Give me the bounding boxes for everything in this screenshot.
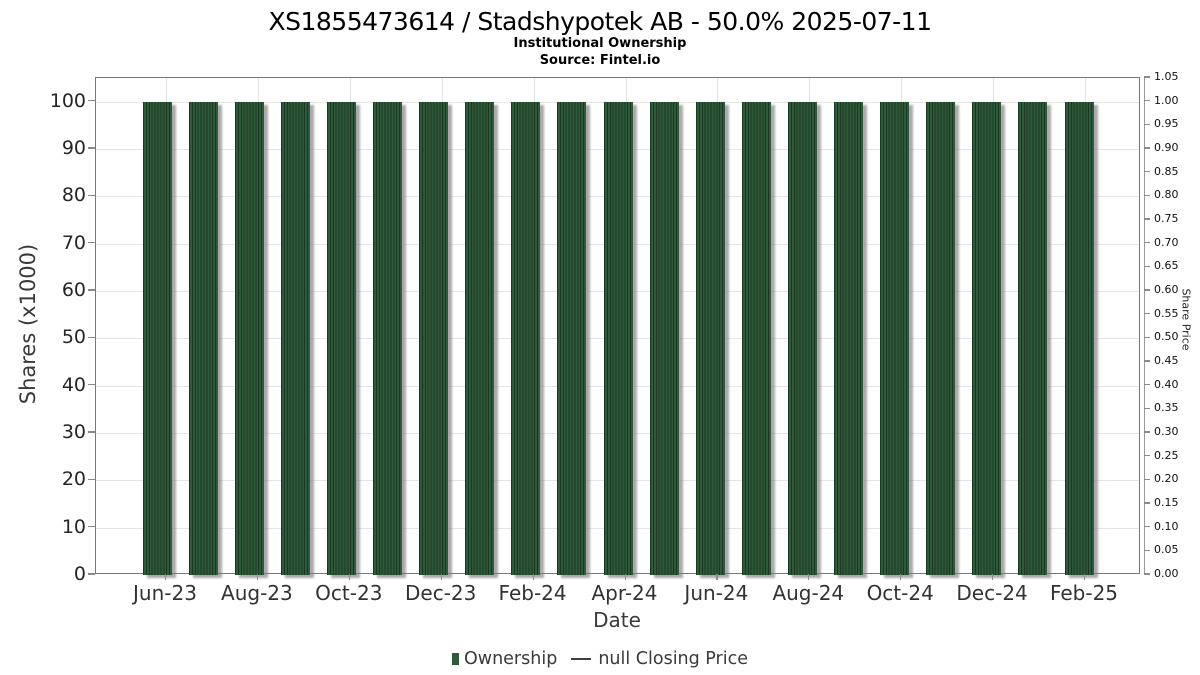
ownership-bar <box>834 101 863 575</box>
y-left-tick-mark <box>88 336 95 338</box>
y-left-tick-label: 20 <box>61 468 86 491</box>
legend-ownership-bar-swatch <box>451 653 459 665</box>
y-axis-label-share-price: Share Price <box>1179 288 1193 351</box>
legend-closing-price-label: null Closing Price <box>598 649 749 669</box>
ownership-bar <box>972 101 1002 575</box>
y-right-tick-label: 1.00 <box>1154 93 1179 107</box>
ownership-bar <box>234 101 264 575</box>
x-axis-label-date: Date <box>593 608 641 632</box>
y-right-tick-label: 0.65 <box>1154 259 1179 273</box>
ownership-bar <box>419 101 449 575</box>
y-right-tick-label: 0.25 <box>1154 448 1179 462</box>
y-right-tick-label: 1.05 <box>1154 70 1179 83</box>
legend-closing-price-line-swatch <box>571 657 592 661</box>
y-right-tick-label: 0.95 <box>1154 117 1179 131</box>
y-left-tick-mark <box>88 478 95 480</box>
y-left-tick-mark <box>88 100 95 102</box>
y-left-tick-mark <box>88 242 95 244</box>
x-tick-label: Oct-23 <box>315 581 383 605</box>
chart-source-note: Source: Fintel.io <box>539 53 661 68</box>
x-tick-label: Aug-24 <box>772 581 845 605</box>
y-left-tick-mark <box>88 147 95 149</box>
ownership-bar <box>649 101 679 575</box>
right-axis-line <box>1144 77 1146 574</box>
ownership-bar <box>465 101 495 575</box>
y-left-tick-mark <box>88 194 95 196</box>
x-tick-label: Jun-23 <box>133 581 197 605</box>
y-left-tick-mark <box>88 289 95 291</box>
x-tick-label: Jun-24 <box>684 581 749 605</box>
y-left-tick-label: 60 <box>61 279 86 301</box>
y-right-tick-label: 0.50 <box>1154 330 1179 344</box>
y-left-tick-mark <box>88 431 95 433</box>
y-right-tick-label: 0.45 <box>1154 354 1179 367</box>
y-left-tick-label: 30 <box>61 421 86 443</box>
y-right-tick-label: 0.90 <box>1154 141 1179 154</box>
legend: Ownership null Closing Price <box>0 647 1200 671</box>
y-right-tick-label: 0.20 <box>1154 472 1179 486</box>
ownership-bar <box>557 101 587 575</box>
ownership-bar <box>511 101 541 575</box>
y-right-tick-label: 0.40 <box>1154 377 1179 391</box>
ownership-bar <box>1064 101 1094 575</box>
y-left-tick-label: 50 <box>61 326 86 349</box>
ownership-bar <box>326 101 356 575</box>
ownership-bar <box>603 101 633 575</box>
ownership-bar <box>926 101 956 575</box>
y-left-tick-label: 90 <box>61 137 86 159</box>
ownership-bar <box>880 101 910 575</box>
ownership-bar <box>373 101 402 575</box>
x-tick-label: Apr-24 <box>591 581 658 605</box>
x-tick-label: Aug-23 <box>221 581 293 605</box>
y-right-tick-label: 0.75 <box>1154 212 1179 225</box>
y-axis-label-shares: Shares (x1000) <box>16 243 40 405</box>
y-left-tick-label: 100 <box>49 89 86 112</box>
y-right-tick-label: 0.60 <box>1154 283 1179 296</box>
y-right-tick-label: 0.85 <box>1154 164 1179 178</box>
y-right-tick-label: 0.15 <box>1154 496 1179 509</box>
ownership-bar <box>695 101 725 575</box>
y-left-tick-label: 0 <box>73 563 86 585</box>
x-tick-label: Feb-24 <box>498 581 567 605</box>
ownership-bar <box>188 101 218 575</box>
y-left-tick-label: 80 <box>61 184 86 207</box>
legend-ownership-label: Ownership <box>463 649 558 669</box>
y-left-tick-label: 10 <box>61 515 86 538</box>
y-right-tick-label: 0.05 <box>1154 543 1179 557</box>
x-tick-label: Dec-24 <box>956 581 1028 605</box>
ownership-bar <box>741 101 771 575</box>
y-right-tick-label: 0.80 <box>1154 188 1179 202</box>
ownership-bar <box>787 101 817 575</box>
chart-subtitle: Institutional Ownership <box>513 36 687 51</box>
y-right-tick-label: 0.00 <box>1154 567 1179 580</box>
y-left-tick-mark <box>88 384 95 386</box>
y-right-tick-label: 0.70 <box>1154 235 1179 249</box>
y-right-tick-label: 0.30 <box>1154 425 1179 438</box>
y-right-tick-label: 0.10 <box>1154 519 1179 533</box>
y-left-tick-label: 40 <box>61 373 86 396</box>
y-left-tick-mark <box>88 573 95 575</box>
plot-area <box>95 77 1140 575</box>
y-right-tick-label: 0.35 <box>1154 401 1179 415</box>
x-tick-label: Oct-24 <box>866 581 934 605</box>
x-tick-label: Feb-25 <box>1049 581 1119 605</box>
chart-title: XS1855473614 / Stadshypotek AB - 50.0% 2… <box>268 7 933 36</box>
ownership-bar <box>1018 101 1048 575</box>
ownership-bar <box>280 101 310 575</box>
y-left-tick-label: 70 <box>61 231 86 254</box>
x-tick-label: Dec-23 <box>405 581 477 605</box>
ownership-bar <box>142 101 172 575</box>
y-left-tick-mark <box>88 526 95 528</box>
y-right-tick-label: 0.55 <box>1154 306 1179 320</box>
